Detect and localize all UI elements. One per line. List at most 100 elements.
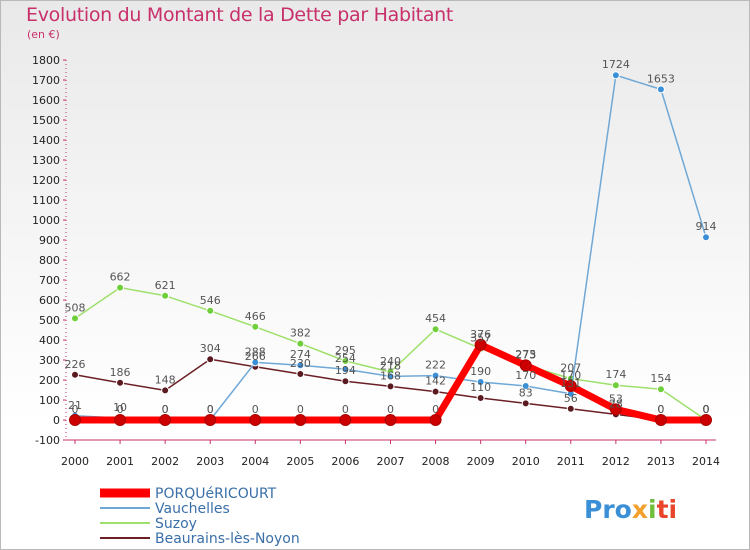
x-tick-label: 2007 (377, 455, 405, 468)
x-tick-label: 2014 (692, 455, 720, 468)
y-tick-label: 0 (53, 414, 60, 427)
data-point (206, 355, 215, 364)
data-point (249, 414, 262, 426)
data-point (294, 414, 307, 426)
logo-letter: x (632, 495, 648, 524)
data-point (71, 370, 79, 379)
data-label: 10 (113, 401, 127, 414)
data-label: 0 (703, 403, 710, 416)
data-point (521, 399, 530, 408)
data-label: 190 (470, 365, 491, 378)
data-point (71, 314, 79, 323)
y-tick-label: 500 (39, 314, 60, 327)
data-label: 28 (609, 397, 623, 410)
data-point (519, 359, 532, 372)
data-label: 275 (515, 348, 536, 361)
data-label: 0 (207, 403, 214, 416)
data-point (564, 380, 577, 392)
data-label: 266 (245, 350, 266, 363)
data-label: 662 (110, 271, 131, 284)
y-tick-label: 1200 (32, 174, 60, 187)
data-point (386, 372, 395, 381)
data-point (654, 414, 667, 426)
data-point (386, 382, 395, 391)
data-label: 170 (560, 369, 581, 382)
logo-letter: i (648, 495, 657, 524)
data-label: 454 (425, 312, 446, 325)
x-tick-label: 2004 (241, 455, 269, 468)
y-tick-label: 600 (39, 294, 60, 307)
data-label: 0 (162, 403, 169, 416)
data-label: 240 (380, 355, 401, 368)
chart-unit: (en €) (27, 28, 60, 41)
x-tick-label: 2001 (106, 455, 134, 468)
data-label: 174 (605, 368, 626, 381)
data-point (161, 386, 170, 395)
x-tick-label: 2008 (422, 455, 450, 468)
data-label: 0 (387, 403, 394, 416)
x-tick-label: 2011 (557, 455, 585, 468)
data-label: 131 (560, 377, 581, 390)
data-label: 914 (696, 220, 717, 233)
y-tick-label: 300 (39, 354, 60, 367)
logo-letter: i (669, 495, 678, 524)
x-tick-label: 2003 (196, 455, 224, 468)
data-label: 0 (703, 403, 710, 416)
x-tick-label: 2013 (647, 455, 675, 468)
data-label: 168 (380, 369, 401, 382)
legend-label: Vauchelles (155, 501, 230, 517)
data-label: 207 (560, 362, 581, 375)
data-point (474, 338, 487, 351)
data-label: 0 (72, 403, 79, 416)
data-label: 154 (650, 372, 671, 385)
y-tick-label: 1800 (32, 54, 60, 67)
data-point (611, 381, 620, 390)
data-point (611, 71, 620, 80)
data-label: 56 (564, 392, 578, 405)
data-point (296, 370, 305, 378)
y-tick-label: 1100 (32, 194, 60, 207)
data-label: 1653 (647, 72, 675, 85)
logo-letter: r (602, 495, 615, 524)
data-label: 53 (609, 392, 623, 405)
proxiti-logo: Proxiti (584, 495, 677, 524)
data-point (384, 414, 397, 426)
data-label: 0 (162, 403, 169, 416)
data-point (251, 358, 260, 367)
data-label: 0 (207, 403, 214, 416)
data-label: 0 (117, 403, 124, 416)
x-tick-label: 2009 (467, 455, 495, 468)
data-label: 142 (425, 375, 446, 388)
data-point (476, 394, 485, 402)
data-label: 0 (432, 403, 439, 416)
x-tick-label: 2000 (61, 455, 89, 468)
y-tick-label: 800 (39, 254, 60, 267)
series-lines (69, 71, 712, 426)
data-point (161, 291, 170, 300)
y-tick-label: 200 (39, 374, 60, 387)
y-tick-label: 1700 (32, 74, 60, 87)
data-label: 83 (519, 386, 533, 399)
data-point (656, 385, 665, 394)
data-label: 254 (335, 352, 356, 365)
data-label: 148 (155, 373, 176, 386)
data-label: 382 (290, 327, 311, 340)
data-label: 0 (297, 403, 304, 416)
legend-label: Suzoy (155, 516, 197, 532)
legend-label: PORQUéRICOURT (155, 486, 277, 502)
x-tick-label: 2010 (512, 455, 540, 468)
data-label: 222 (425, 359, 446, 372)
data-label: 508 (65, 301, 86, 314)
data-point (296, 339, 305, 348)
data-point (341, 377, 350, 386)
data-point (609, 403, 622, 416)
legend-label: Beaurains-lès-Noyon (155, 531, 300, 547)
data-label: 357 (470, 332, 491, 345)
y-tick-label: 1000 (32, 214, 60, 227)
data-label: 0 (342, 403, 349, 416)
data-label: 376 (470, 328, 491, 341)
data-point (116, 378, 125, 387)
data-label: 218 (380, 359, 401, 372)
